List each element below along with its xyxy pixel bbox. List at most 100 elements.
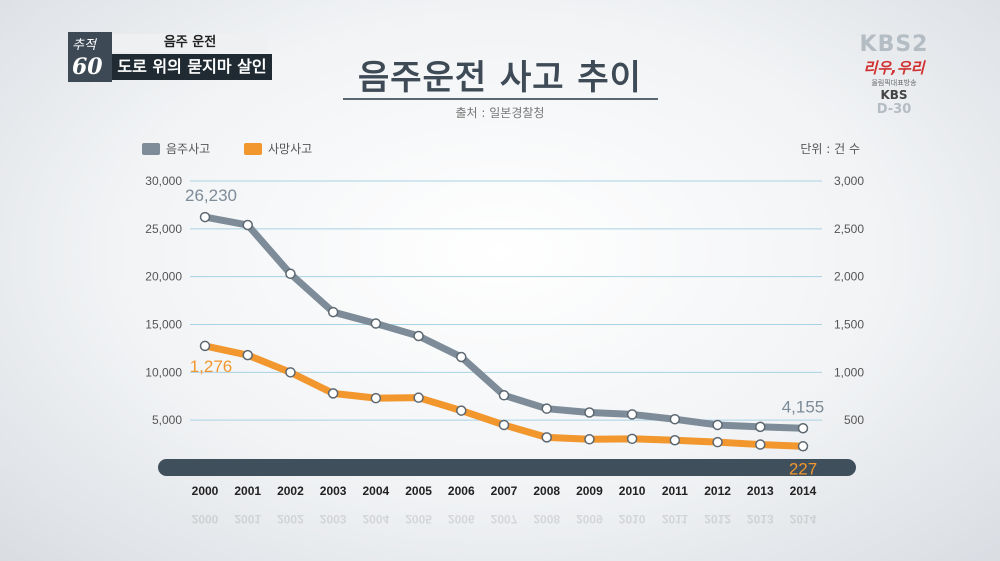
x-axis-label-reflection: 2010 xyxy=(619,512,646,526)
data-point xyxy=(242,219,253,231)
legend-item-death: 사망사고 xyxy=(244,140,312,157)
program-badge: 추적 60 xyxy=(68,32,112,82)
data-point xyxy=(797,441,809,452)
right-axis-tick-label: 3,000 xyxy=(834,174,864,188)
data-point xyxy=(456,351,467,363)
legend-swatch-drunk xyxy=(142,142,160,155)
data-point xyxy=(498,419,510,431)
olympic-slogan: 리우,우리 xyxy=(863,59,925,77)
x-axis-tick-label: 2005 xyxy=(405,484,432,498)
x-axis-label-reflection: 2004 xyxy=(363,512,390,526)
left-axis-tick-label: 30,000 xyxy=(145,174,182,188)
data-point xyxy=(413,392,424,403)
baseline-bar xyxy=(158,459,856,476)
x-axis-tick-label: 2006 xyxy=(448,484,475,498)
badge-top-text: 추적 xyxy=(72,38,96,53)
data-point xyxy=(712,419,723,431)
episode-topic: 음주 운전 xyxy=(112,34,268,52)
right-axis-tick-label: 2,000 xyxy=(834,270,864,284)
x-axis-tick-label: 2008 xyxy=(533,484,560,498)
data-point xyxy=(285,367,296,378)
legend-label-drunk: 음주사고 xyxy=(166,142,211,156)
broadcaster-name: KBS xyxy=(880,88,908,102)
x-axis-label-reflection: 2007 xyxy=(491,512,518,526)
left-axis-tick-label: 15,000 xyxy=(145,318,182,332)
left-axis-tick-label: 10,000 xyxy=(145,365,182,379)
x-axis-label-reflection: 2002 xyxy=(277,512,304,526)
x-axis-tick-label: 2000 xyxy=(192,484,219,498)
left-axis-tick-label: 5,000 xyxy=(152,413,182,427)
x-axis-label-reflection: 2001 xyxy=(234,512,261,526)
data-point xyxy=(755,439,766,450)
data-point xyxy=(285,268,296,280)
left-axis-tick-label: 20,000 xyxy=(145,270,182,284)
x-axis-label-reflection: 2006 xyxy=(448,512,475,526)
data-point xyxy=(755,421,766,433)
legend-swatch-death xyxy=(244,142,262,155)
x-axis-label-reflection: 2000 xyxy=(192,512,219,526)
data-point xyxy=(242,349,253,361)
x-axis-tick-label: 2007 xyxy=(491,484,518,498)
legend-item-drunk: 음주사고 xyxy=(142,140,210,157)
data-point xyxy=(541,403,552,414)
slogan-caption: 올림픽대표방송 xyxy=(871,79,917,87)
x-axis-tick-label: 2001 xyxy=(234,484,261,498)
right-axis-tick-label: 500 xyxy=(844,413,864,427)
data-point xyxy=(199,340,211,352)
x-axis-tick-label: 2011 xyxy=(662,484,688,498)
x-axis-label-reflection: 2008 xyxy=(533,512,560,526)
data-point xyxy=(370,318,382,329)
data-point xyxy=(797,423,809,434)
x-axis-tick-label: 2002 xyxy=(277,484,304,498)
x-axis-label-reflection: 2005 xyxy=(405,512,432,526)
countdown: D-30 xyxy=(876,102,912,117)
x-axis-tick-label: 2003 xyxy=(320,484,347,498)
x-axis-tick-label: 2014 xyxy=(790,484,817,498)
broadcaster-logo: KBS2 리우,우리 올림픽대표방송 KBS D-30 xyxy=(848,32,940,122)
data-point xyxy=(541,432,552,443)
x-axis-label-reflection: 2014 xyxy=(790,512,817,526)
data-label: 227 xyxy=(789,459,817,478)
legend-label-death: 사망사고 xyxy=(268,142,313,156)
data-point xyxy=(370,392,382,404)
right-axis-tick-label: 1,500 xyxy=(834,318,864,332)
data-point xyxy=(669,413,681,425)
x-axis-label-reflection: 2011 xyxy=(662,512,688,526)
data-point xyxy=(669,435,681,446)
data-point xyxy=(626,409,638,420)
chart-source: 출처 : 일본경찰청 xyxy=(455,106,545,120)
data-point xyxy=(498,390,510,401)
x-axis-label-reflection: 2012 xyxy=(704,512,731,526)
x-axis-label-reflection: 2013 xyxy=(747,512,774,526)
x-axis-tick-label: 2010 xyxy=(619,484,646,498)
x-axis-tick-label: 2004 xyxy=(363,484,390,498)
chart-title: 음주운전 사고 추이 xyxy=(358,58,642,98)
chart-legend: 음주사고 사망사고 xyxy=(142,140,342,158)
data-point xyxy=(413,330,424,342)
x-axis-tick-label: 2009 xyxy=(576,484,603,498)
data-point xyxy=(584,434,595,445)
badge-number: 60 xyxy=(72,54,103,80)
data-point xyxy=(327,306,339,318)
data-point xyxy=(199,211,211,223)
data-label: 26,230 xyxy=(185,186,237,205)
data-point xyxy=(456,405,467,416)
channel-name: KBS2 xyxy=(859,32,929,57)
data-point xyxy=(327,388,339,399)
unit-label: 단위 : 건 수 xyxy=(800,142,860,156)
x-axis-label-reflection: 2003 xyxy=(320,512,347,526)
right-axis-tick-label: 1,000 xyxy=(834,365,864,379)
data-point xyxy=(626,433,638,445)
x-axis-label-reflection: 2009 xyxy=(576,512,603,526)
data-label: 4,155 xyxy=(782,397,825,416)
data-label: 1,276 xyxy=(190,357,233,376)
episode-subtitle: 도로 위의 묻지마 살인 xyxy=(112,54,272,80)
x-axis-tick-label: 2013 xyxy=(747,484,774,498)
right-axis-tick-label: 2,500 xyxy=(834,222,864,236)
data-point xyxy=(712,436,723,448)
left-axis-tick-label: 25,000 xyxy=(145,222,182,236)
x-axis-tick-label: 2012 xyxy=(704,484,731,498)
data-point xyxy=(584,407,595,418)
title-underline xyxy=(343,98,658,100)
